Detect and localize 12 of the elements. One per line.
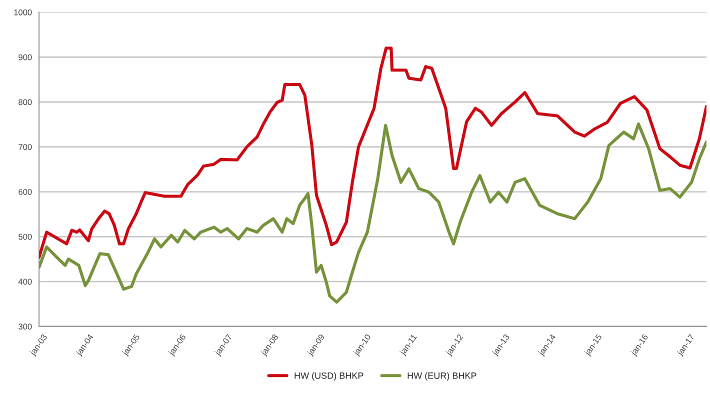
legend-label: HW (EUR) BHKP [408, 372, 476, 381]
y-tick-label: 500 [18, 234, 32, 240]
y-tick-label: 300 [18, 324, 32, 330]
y-tick-label: 800 [18, 99, 32, 106]
legend-label: HW (USD) BHKP [294, 372, 364, 381]
y-tick-label: 700 [18, 144, 32, 150]
y-tick-label: 900 [18, 54, 32, 60]
line-series [39, 46, 706, 259]
line-series [39, 122, 706, 304]
y-tick-label: 1000 [14, 9, 32, 16]
y-tick-label: 400 [18, 278, 32, 285]
y-tick-label: 600 [18, 188, 32, 195]
